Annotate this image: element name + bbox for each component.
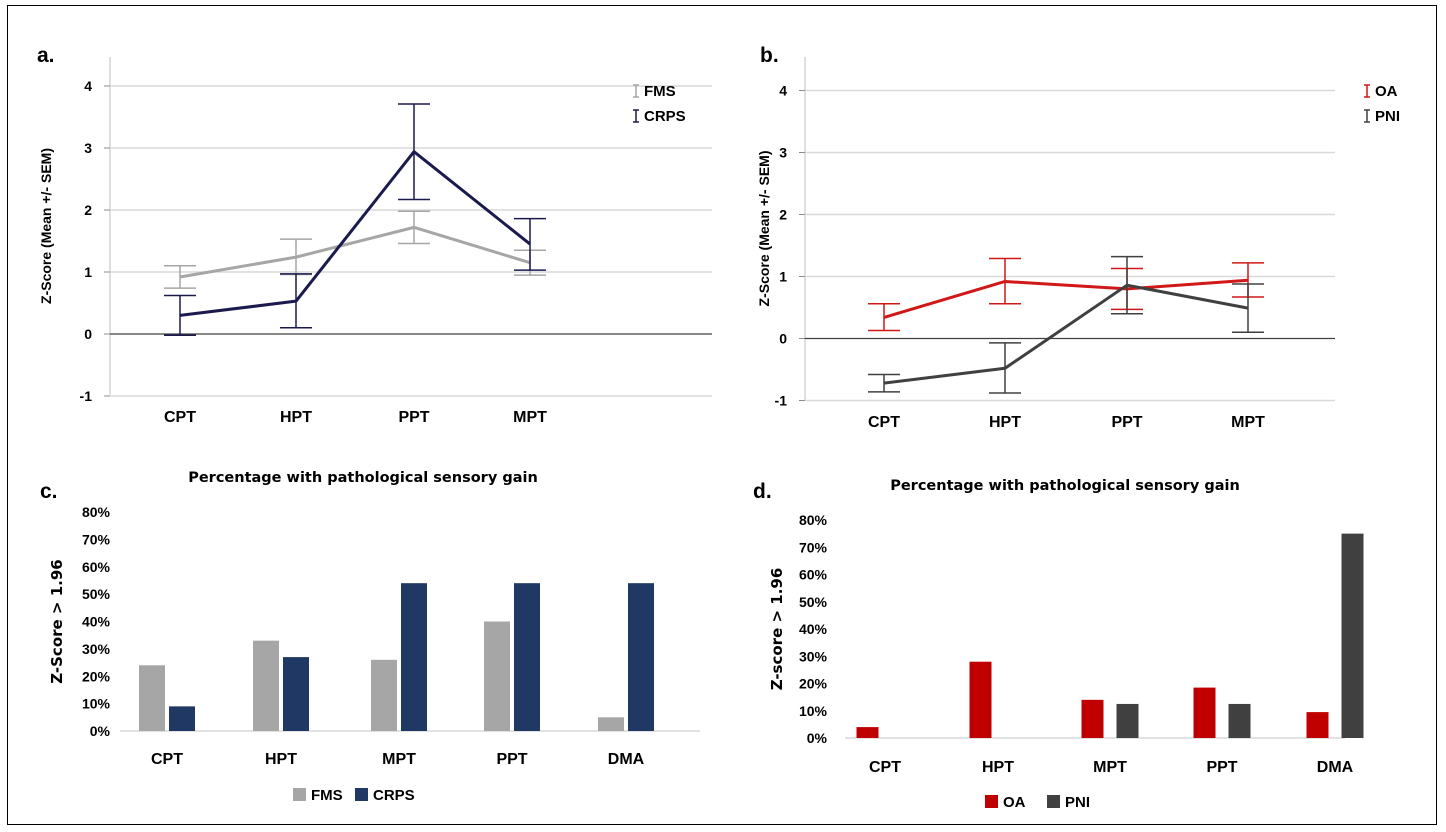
legend-label: CRPS xyxy=(644,108,686,125)
y-tick-label: 3 xyxy=(779,145,787,161)
legend-label: PNI xyxy=(1065,794,1090,811)
x-tick-label: MPT xyxy=(1093,759,1127,776)
x-tick-label: HPT xyxy=(265,751,297,768)
bar-PNI xyxy=(1228,703,1251,738)
y-tick-label: 2 xyxy=(84,202,92,218)
x-tick-label: HPT xyxy=(982,759,1014,776)
y-tick-label: 1 xyxy=(84,264,92,280)
y-axis-label: Z-Score > 1.96 xyxy=(48,559,66,683)
x-tick-label: DMA xyxy=(1317,759,1354,776)
x-tick-label: MPT xyxy=(1231,414,1265,431)
y-tick-label: 70% xyxy=(82,531,111,547)
legend-label: FMS xyxy=(311,787,343,804)
y-tick-label: 20% xyxy=(799,676,828,692)
bar-OA xyxy=(1193,687,1216,738)
chart-a: -1 0 1 2 3 4 CPT HPT PPT MPT Z-Score (Mean +/- SEM… xyxy=(38,57,712,426)
series-line-OA xyxy=(883,278,1249,319)
bar-FMS xyxy=(484,621,510,731)
x-tick-label: CPT xyxy=(164,409,196,426)
y-axis-label: Z-score > 1.96 xyxy=(768,568,786,691)
legend-swatch xyxy=(293,788,306,801)
bar-OA xyxy=(1081,699,1104,738)
y-tick-label: 1 xyxy=(779,269,787,285)
panel-label-b: b. xyxy=(760,44,779,67)
y-tick-label: 0 xyxy=(779,331,787,347)
series-line-CRPS xyxy=(179,150,531,317)
chart-c: Percentage with pathological sensory gai… xyxy=(48,470,700,804)
x-tick-label: PPT xyxy=(398,409,429,426)
y-tick-label: 2 xyxy=(779,207,787,223)
x-tick-label: CPT xyxy=(151,751,183,768)
legend-swatch xyxy=(1047,795,1060,808)
y-tick-label: 0 xyxy=(84,326,92,342)
y-axis-label: Z-Score (Mean +/- SEM) xyxy=(756,151,772,307)
y-tick-label: 40% xyxy=(799,621,828,637)
bar-OA xyxy=(856,727,879,738)
bar-FMS xyxy=(253,640,279,731)
y-tick-label: 10% xyxy=(799,703,828,719)
x-tick-label: PPT xyxy=(1111,414,1142,431)
y-tick-label: 30% xyxy=(799,648,828,664)
panel-label-c: c. xyxy=(40,480,58,503)
x-tick-label: MPT xyxy=(513,409,547,426)
y-tick-label: 4 xyxy=(84,78,92,94)
chart-title: Percentage with pathological sensory gai… xyxy=(890,478,1240,494)
y-tick-label: 30% xyxy=(82,641,111,657)
y-axis-label: Z-Score (Mean +/- SEM) xyxy=(38,148,54,304)
bar-FMS xyxy=(598,717,624,731)
chart-title: Percentage with pathological sensory gai… xyxy=(188,470,538,486)
y-tick-label: 40% xyxy=(82,614,111,630)
bar-CRPS xyxy=(401,583,427,731)
series-line-FMS xyxy=(179,225,531,279)
x-tick-label: DMA xyxy=(608,751,645,768)
bar-FMS xyxy=(139,665,165,731)
y-tick-label: 70% xyxy=(799,539,828,555)
y-tick-label: 50% xyxy=(799,594,828,610)
y-tick-label: 80% xyxy=(82,504,111,520)
y-tick-label: 0% xyxy=(90,723,111,739)
bar-OA xyxy=(969,661,992,738)
series-line-PNI xyxy=(883,283,1249,385)
panel-label-d: d. xyxy=(753,480,772,503)
y-tick-label: 50% xyxy=(82,586,111,602)
x-tick-label: CPT xyxy=(868,414,900,431)
bar-CRPS xyxy=(628,583,654,731)
y-tick-label: 60% xyxy=(799,567,828,583)
legend-swatch xyxy=(985,795,998,808)
y-tick-label: -1 xyxy=(80,388,93,404)
y-tick-label: 3 xyxy=(84,140,92,156)
y-tick-label: 10% xyxy=(82,696,111,712)
bar-FMS xyxy=(371,659,397,731)
bar-PNI xyxy=(1341,533,1364,738)
legend-label: OA xyxy=(1003,794,1026,811)
legend-label: OA xyxy=(1375,83,1398,100)
bar-OA xyxy=(1306,712,1329,738)
x-tick-label: HPT xyxy=(989,414,1021,431)
y-tick-label: -1 xyxy=(775,393,788,409)
chart-b: -1 0 1 2 3 4 CPT HPT PPT MPT Z-Score (Mean +/- SEM… xyxy=(756,57,1400,431)
panel-label-a: a. xyxy=(37,44,55,67)
y-tick-label: 0% xyxy=(807,730,828,746)
x-tick-label: PPT xyxy=(496,751,527,768)
legend-label: FMS xyxy=(644,83,676,100)
y-tick-label: 20% xyxy=(82,668,111,684)
legend-swatch xyxy=(355,788,368,801)
legend-label: CRPS xyxy=(373,787,415,804)
y-tick-label: 60% xyxy=(82,559,111,575)
bar-CRPS xyxy=(514,583,540,731)
x-tick-label: MPT xyxy=(382,751,416,768)
bar-CRPS xyxy=(169,706,195,731)
bar-CRPS xyxy=(283,657,309,731)
x-tick-label: CPT xyxy=(869,759,901,776)
y-tick-label: 4 xyxy=(779,83,787,99)
bar-PNI xyxy=(1116,703,1139,738)
legend-label: PNI xyxy=(1375,108,1400,125)
x-tick-label: HPT xyxy=(280,409,312,426)
x-tick-label: PPT xyxy=(1206,759,1237,776)
y-tick-label: 80% xyxy=(799,512,828,528)
chart-d: Percentage with pathological sensory gai… xyxy=(768,478,1364,811)
